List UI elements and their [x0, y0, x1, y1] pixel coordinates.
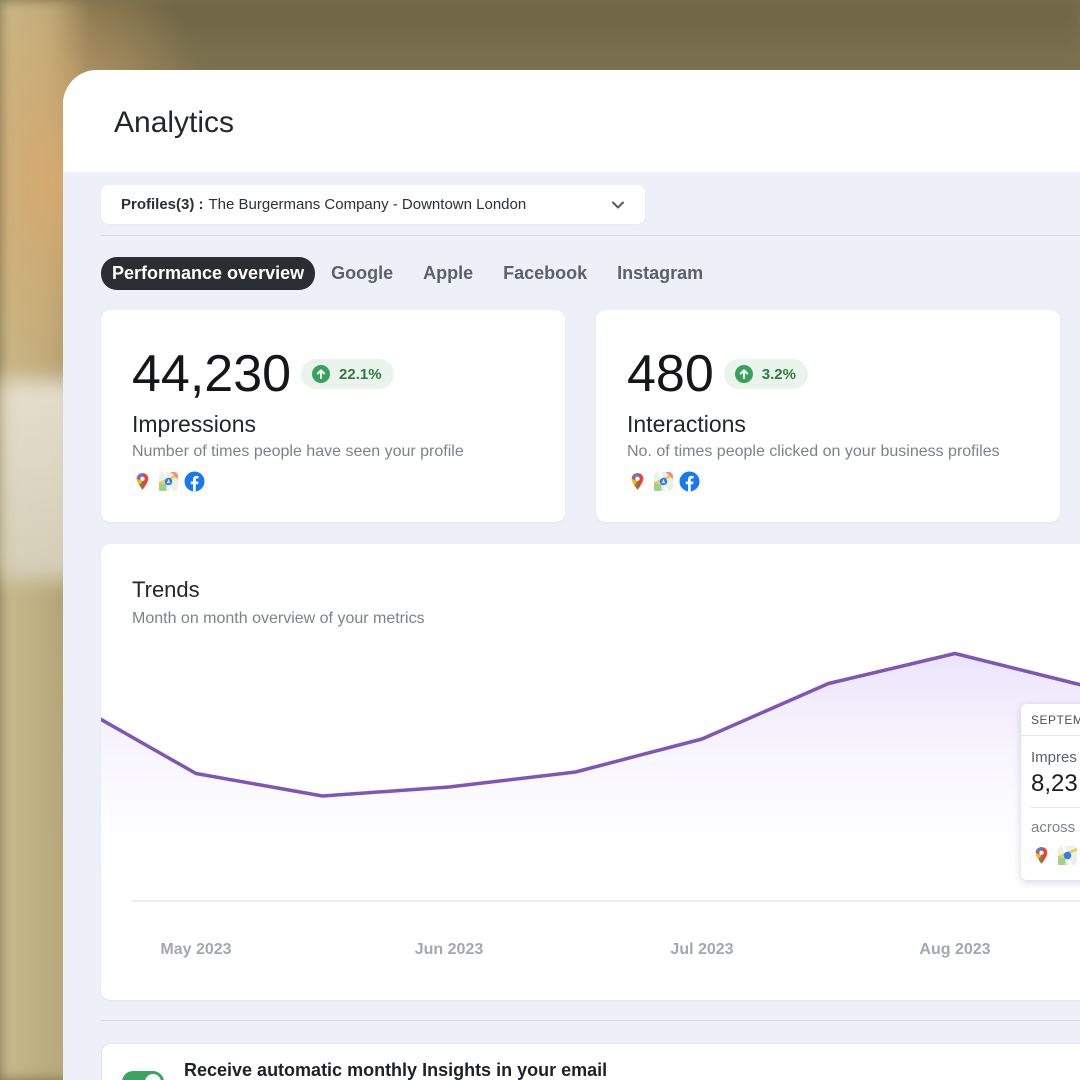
arrow-up-icon [312, 365, 331, 383]
trends-card: Trends Month on month overview of your m… [101, 544, 1080, 1000]
apple-maps-icon [158, 471, 179, 492]
change-badge: 22.1% [301, 359, 394, 389]
trends-chart[interactable]: May 2023 Jun 2023 Jul 2023 Aug 2023 [101, 544, 1080, 1000]
email-insights-banner: Receive automatic monthly Insights in yo… [101, 1043, 1080, 1080]
impressions-label: Impressions [132, 411, 256, 437]
tooltip-value: 8,23 [1031, 770, 1078, 797]
trends-title: Trends [132, 577, 200, 602]
chevron-down-icon[interactable] [611, 198, 625, 212]
change-value: 3.2% [761, 365, 796, 383]
source-icons [1031, 845, 1080, 866]
tooltip-note: across [1031, 819, 1076, 836]
tooltip-month: SEPTEM [1031, 713, 1080, 727]
x-tick-label: Jun 2023 [415, 941, 484, 958]
tab-apple[interactable]: Apple [423, 263, 474, 283]
email-insights-text: Receive automatic monthly Insights in yo… [184, 1060, 608, 1080]
trends-subtitle: Month on month overview of your metrics [132, 610, 425, 627]
divider [101, 235, 1080, 236]
impressions-value: 44,230 [132, 345, 292, 403]
trend-area [101, 653, 1080, 901]
x-tick-label: Aug 2023 [919, 941, 990, 958]
interactions-label: Interactions [627, 411, 746, 437]
page-title: Analytics [114, 106, 235, 139]
change-value: 22.1% [339, 365, 382, 383]
panel-header: Analytics [63, 70, 1080, 172]
google-maps-icon [136, 473, 149, 490]
tab-instagram[interactable]: Instagram [617, 263, 704, 283]
tab-google[interactable]: Google [331, 263, 394, 283]
profile-selector-value: The Burgermans Company - Downtown London [208, 196, 527, 213]
apple-maps-icon [653, 471, 674, 492]
change-badge: 3.2% [723, 359, 808, 389]
google-maps-icon [1035, 847, 1048, 864]
divider [101, 1020, 1080, 1021]
google-maps-icon [631, 473, 644, 490]
trend-line [101, 651, 1080, 798]
email-insights-toggle[interactable] [122, 1071, 164, 1080]
chart-tooltip: SEPTEM Impres 8,23 across [1021, 704, 1080, 880]
source-tabs: Performance overview Google Apple Facebo… [101, 257, 719, 290]
arrow-up-icon [734, 365, 753, 383]
metric-row: 44,230 22.1% [132, 344, 394, 404]
x-tick-label: May 2023 [160, 941, 231, 958]
x-tick-label: Jul 2023 [670, 941, 733, 958]
facebook-icon [184, 471, 205, 492]
interactions-card[interactable]: 480 3.2% Interactions No. of times peopl… [596, 310, 1060, 522]
divider [1021, 735, 1080, 736]
source-icons [132, 471, 205, 492]
facebook-icon [679, 471, 700, 492]
divider [1031, 807, 1080, 808]
analytics-panel: Analytics Profiles(3) : The Burgermans C… [63, 70, 1080, 1080]
metric-row: 480 3.2% [627, 344, 808, 404]
profile-selector-label: Profiles(3) : [121, 196, 204, 213]
apple-maps-icon [1057, 845, 1078, 866]
profile-selector[interactable]: Profiles(3) : The Burgermans Company - D… [101, 185, 645, 224]
x-axis-ticks: May 2023 Jun 2023 Jul 2023 Aug 2023 [160, 941, 990, 958]
tab-facebook[interactable]: Facebook [503, 263, 588, 283]
tooltip-metric: Impres [1031, 749, 1077, 766]
impressions-card[interactable]: 44,230 22.1% Impressions Number of times… [101, 310, 565, 522]
interactions-description: No. of times people clicked on your busi… [627, 443, 1000, 460]
tab-performance-overview[interactable]: Performance overview [101, 257, 316, 290]
source-icons [627, 471, 700, 492]
impressions-description: Number of times people have seen your pr… [132, 443, 464, 460]
interactions-value: 480 [627, 345, 714, 403]
